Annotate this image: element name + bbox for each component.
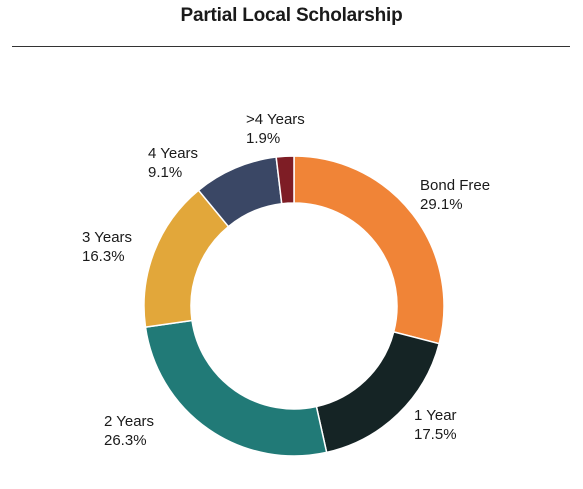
- slice-label-2-years: 2 Years: [104, 413, 154, 430]
- slice-value-bond-free: 29.1%: [420, 196, 463, 213]
- slice-label-bond-free: Bond Free: [420, 177, 490, 194]
- slice-label-4-years: >4 Years: [246, 111, 305, 128]
- slice-label-4-years: 4 Years: [148, 145, 198, 162]
- slice-value-3-years: 16.3%: [82, 248, 125, 265]
- title-divider: [12, 46, 570, 47]
- slice-label-1-year: 1 Year: [414, 407, 457, 424]
- chart-title: Partial Local Scholarship: [180, 5, 403, 26]
- slice-value-2-years: 26.3%: [104, 432, 147, 449]
- slice-label-3-years: 3 Years: [82, 229, 132, 246]
- slice-value-4-years: 1.9%: [246, 130, 280, 147]
- slice-2-years: [144, 319, 328, 457]
- slice-value-1-year: 17.5%: [414, 426, 457, 443]
- slice-value-4-years: 9.1%: [148, 164, 182, 181]
- slice-4-years: [275, 155, 295, 205]
